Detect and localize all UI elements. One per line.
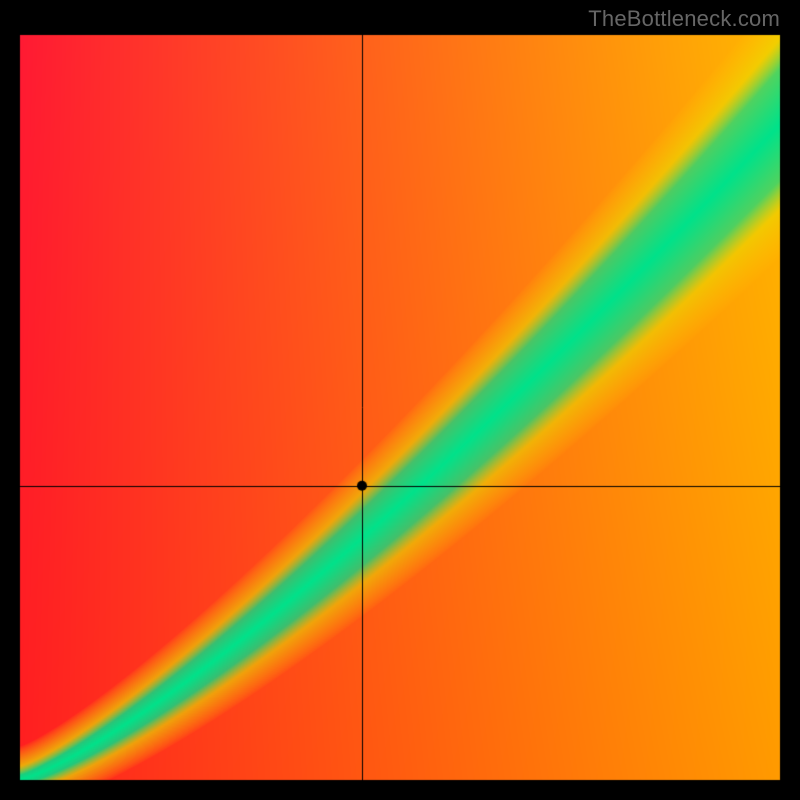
chart-container: TheBottleneck.com: [0, 0, 800, 800]
watermark-text: TheBottleneck.com: [588, 6, 780, 32]
heatmap-canvas: [0, 0, 800, 800]
